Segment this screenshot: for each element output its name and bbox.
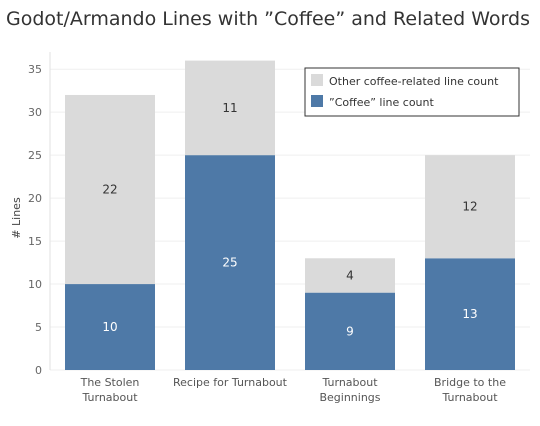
y-tick-label: 0: [35, 364, 42, 377]
bar-segment: [65, 94, 155, 285]
x-category-label: Beginnings: [319, 391, 380, 404]
y-tick-label: 15: [28, 235, 42, 248]
legend-label: Other coffee-related line count: [329, 75, 499, 88]
bar-segment: [185, 155, 275, 370]
x-category-label: Turnabout: [441, 391, 498, 404]
bar-segment: [425, 258, 515, 370]
x-category-label: The Stolen: [80, 376, 140, 389]
y-tick-label: 30: [28, 106, 42, 119]
y-tick-label: 25: [28, 149, 42, 162]
bars: 10 22 25 11 9 4 13 12: [65, 60, 515, 370]
legend-box: [304, 67, 520, 117]
bar-value-label: 13: [462, 307, 477, 321]
y-tick-label: 20: [28, 192, 42, 205]
legend-label: ”Coffee” line count: [329, 96, 434, 109]
y-tick-label: 35: [28, 63, 42, 76]
legend-swatch: [311, 74, 323, 86]
bar-value-label: 22: [102, 183, 117, 197]
bar-value-label: 12: [462, 200, 477, 214]
bar-segment: [305, 292, 395, 370]
chart-title: Godot/Armando Lines with ”Coffee” and Re…: [6, 8, 530, 30]
legend: Other coffee-related line count ”Coffee” …: [304, 67, 520, 117]
x-category-label: Bridge to the: [434, 376, 506, 389]
x-category-label: Turnabout: [81, 391, 138, 404]
x-category-label: Turnabout: [321, 376, 378, 389]
y-tick-label: 5: [35, 321, 42, 334]
bar-value-label: 25: [222, 256, 237, 270]
y-tick-label: 10: [28, 278, 42, 291]
bar-value-label: 11: [222, 101, 237, 115]
bar-segment: [185, 60, 275, 156]
y-axis-label: # Lines: [10, 197, 23, 239]
bar-segment: [65, 284, 155, 370]
x-category-label: Recipe for Turnabout: [173, 376, 288, 389]
bar-segment: [425, 155, 515, 259]
bar-value-label: 10: [102, 320, 117, 334]
bar-value-label: 4: [346, 268, 354, 282]
bar-value-label: 9: [346, 324, 354, 338]
x-axis: The Stolen Turnabout Recipe for Turnabout T…: [80, 376, 507, 404]
y-axis: 0 5 10 15 20 25 30 35: [28, 63, 42, 377]
bar-segment: [305, 258, 395, 293]
legend-swatch: [311, 95, 323, 107]
